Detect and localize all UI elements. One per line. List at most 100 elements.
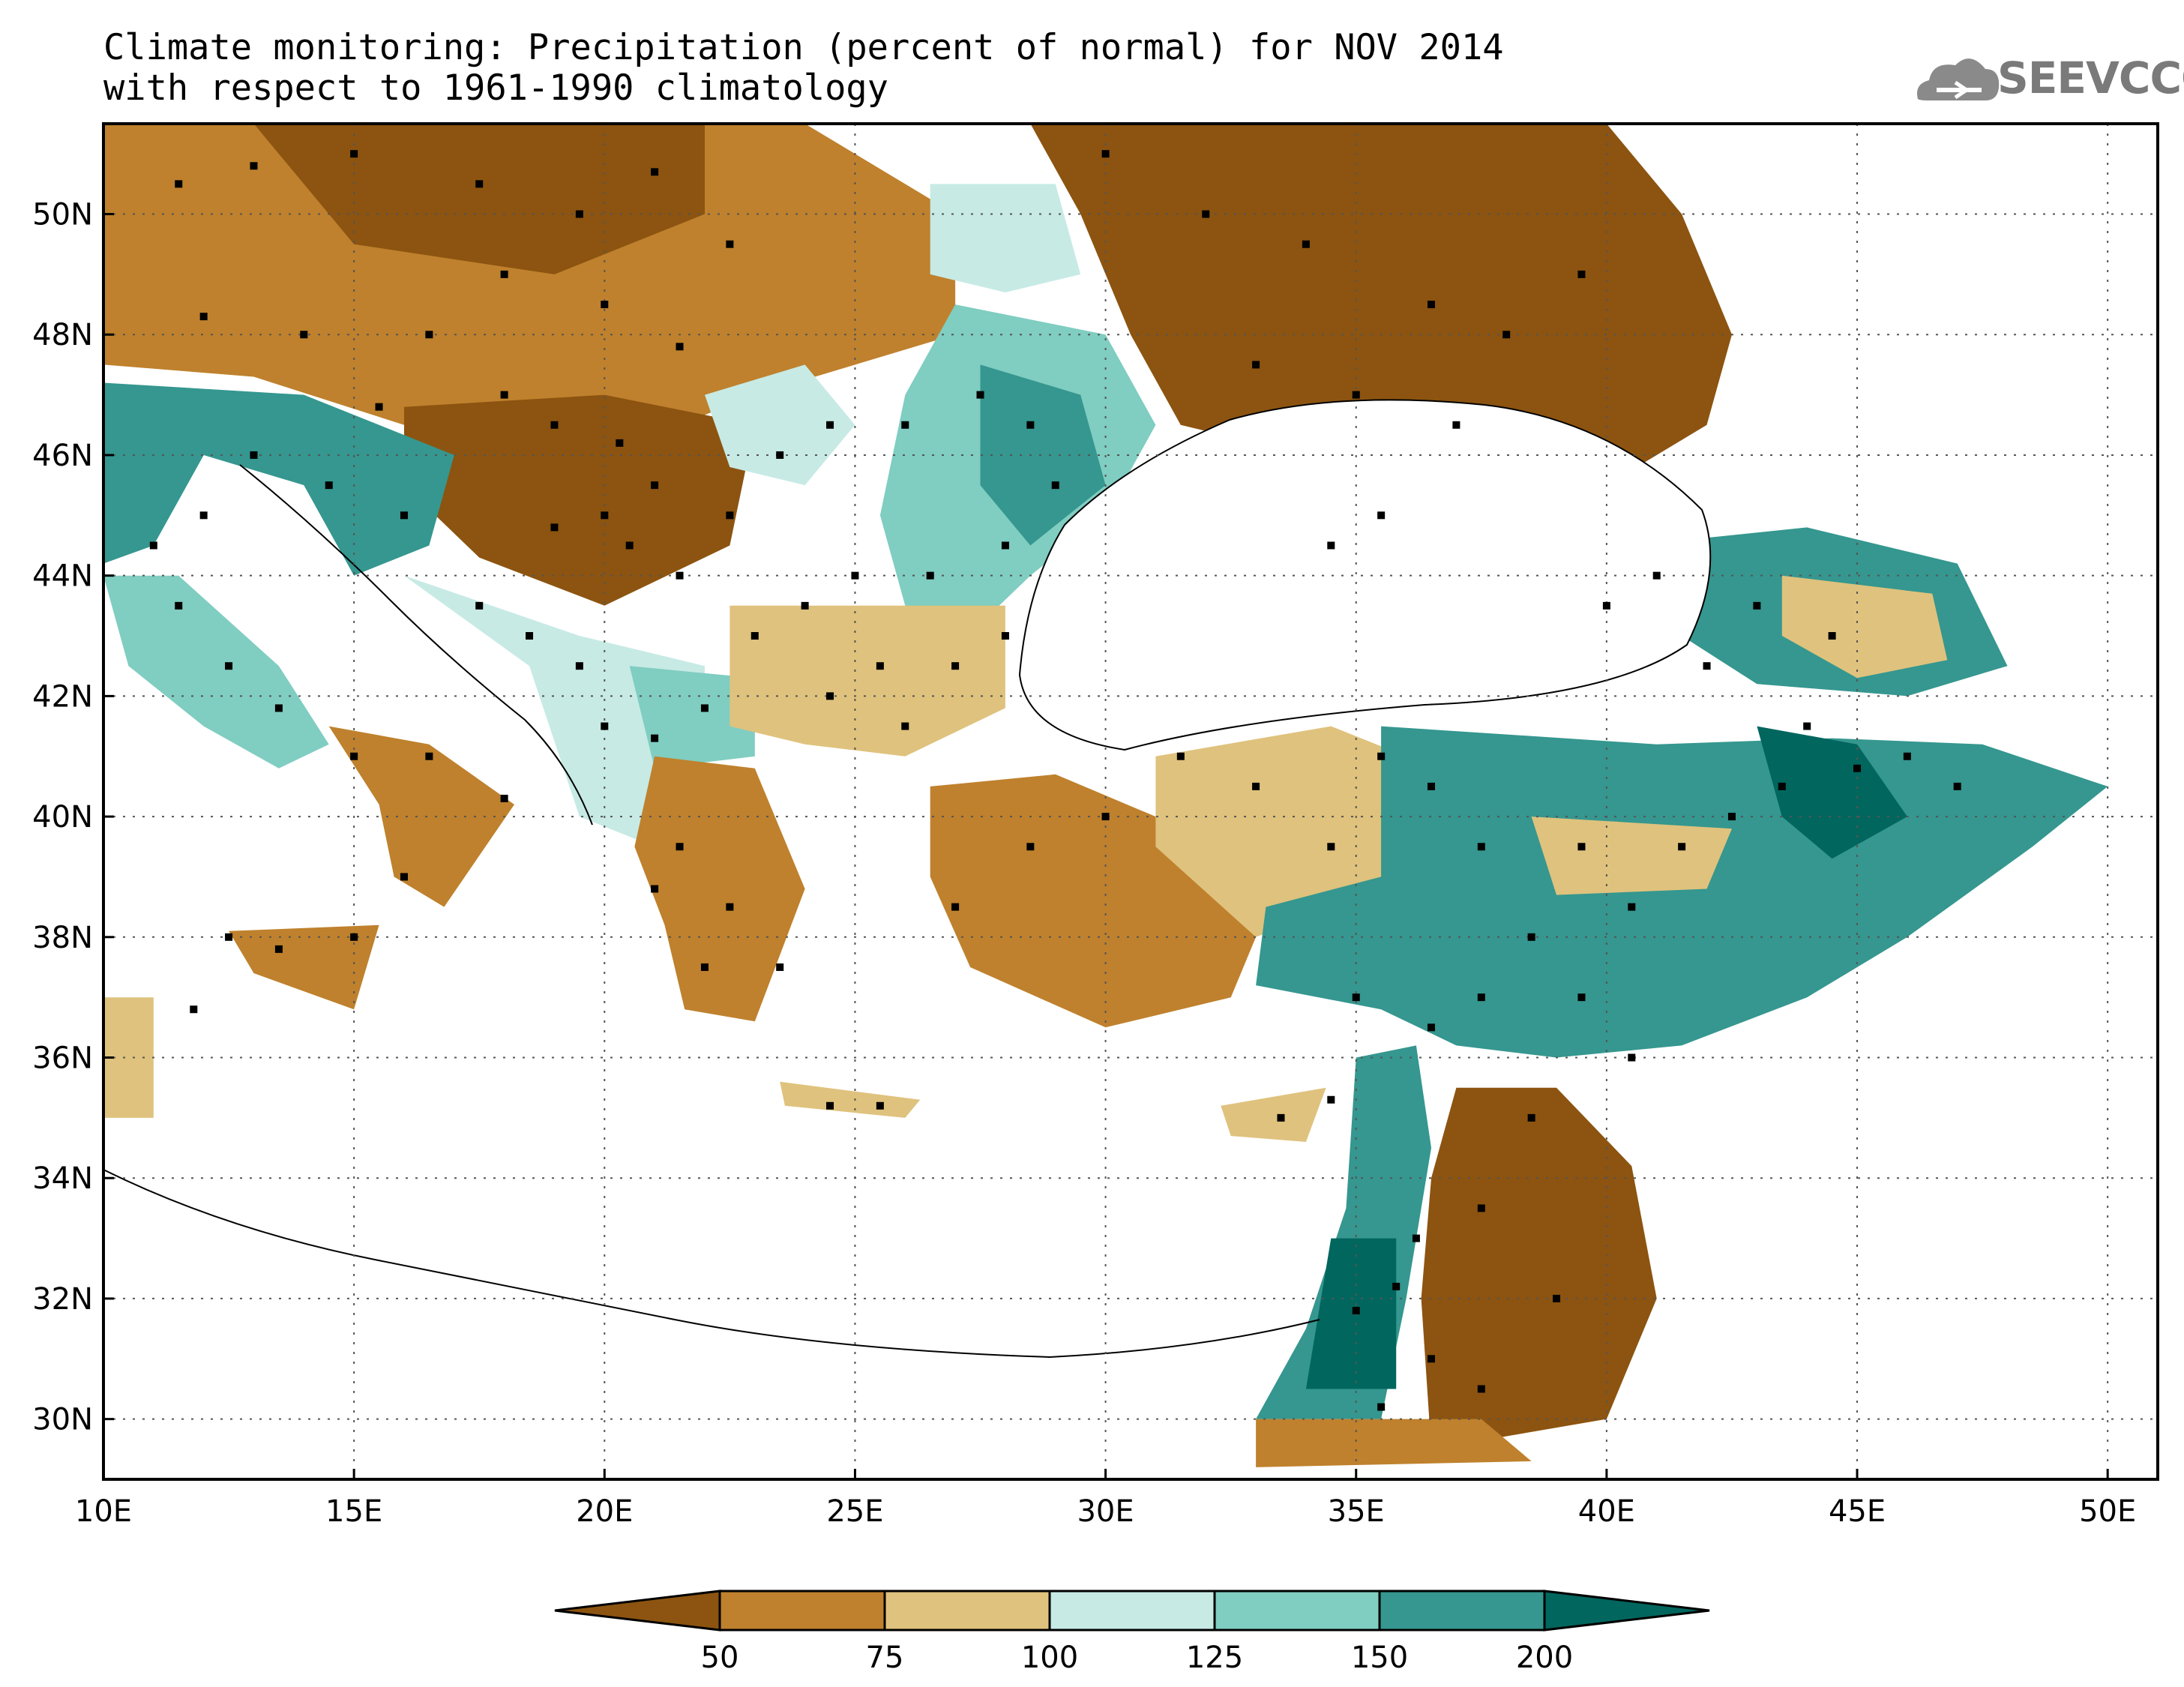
colorbar-high-arrow — [1543, 1590, 1710, 1632]
station-marker — [1527, 1113, 1535, 1122]
y-tick-label: 44N — [32, 559, 93, 594]
station-marker — [425, 752, 433, 760]
station-marker — [826, 692, 834, 700]
station-marker — [676, 571, 684, 580]
region-hungary-serbia-core — [404, 394, 755, 606]
station-marker — [475, 601, 484, 610]
station-marker — [1026, 843, 1035, 851]
station-marker — [726, 240, 734, 248]
station-marker — [1828, 632, 1836, 640]
station-marker — [851, 571, 859, 580]
station-marker — [1202, 210, 1210, 218]
station-marker — [1778, 782, 1786, 790]
region-sinai-dry — [1256, 1419, 1532, 1467]
region-central-europe — [103, 124, 956, 455]
station-marker — [550, 523, 559, 532]
station-marker — [651, 481, 659, 490]
station-marker — [550, 421, 559, 429]
region-sicily-dry — [229, 924, 379, 1010]
logo-text: SEEVCCC — [1997, 52, 2184, 103]
station-marker — [951, 662, 960, 670]
y-tick-label: 30N — [32, 1403, 93, 1437]
x-tick-label: 20E — [576, 1494, 633, 1529]
station-marker — [651, 168, 659, 176]
region-crete-dry — [780, 1081, 921, 1118]
station-marker — [1853, 764, 1862, 772]
station-marker — [951, 903, 960, 911]
region-north-macedonia-wet — [629, 666, 755, 769]
colorbar-label: 100 — [1021, 1641, 1078, 1675]
y-tick-label: 34N — [32, 1161, 93, 1196]
station-marker — [1477, 993, 1485, 1002]
station-marker — [1377, 511, 1386, 520]
x-tick-label: 45E — [1829, 1494, 1886, 1529]
station-marker — [1377, 752, 1386, 760]
station-marker — [475, 180, 484, 188]
region-balkans-coast-wet — [404, 575, 705, 847]
station-marker — [350, 752, 358, 760]
region-south-italy-dry — [328, 726, 514, 907]
station-marker — [1452, 421, 1460, 429]
region-western-turkey-dry — [930, 774, 1257, 1028]
station-marker — [300, 331, 308, 339]
station-marker — [1477, 843, 1485, 851]
station-marker — [250, 162, 258, 170]
station-marker — [1101, 150, 1110, 158]
region-north-italy-wet — [103, 382, 454, 576]
colorbar-swatch — [718, 1590, 886, 1632]
station-marker — [500, 270, 508, 278]
adriatic-coast — [239, 464, 593, 826]
station-marker — [1803, 722, 1811, 730]
station-marker — [876, 662, 884, 670]
map-title-line-2: with respect to 1961-1990 climatology — [103, 67, 888, 109]
station-marker — [526, 632, 534, 640]
station-marker — [601, 301, 609, 309]
station-marker — [1628, 1053, 1636, 1062]
station-marker — [149, 541, 157, 550]
x-axis: 10E 15E 20E 25E 30E 35E 40E 45E 50E — [75, 1469, 2136, 1529]
region-ukraine-russia-dry — [1030, 124, 1732, 516]
station-marker — [1527, 933, 1535, 941]
x-tick-label: 25E — [826, 1494, 883, 1529]
station-marker — [425, 331, 433, 339]
region-poland-north — [253, 124, 705, 274]
station-marker — [1477, 1385, 1485, 1393]
station-marker — [700, 704, 709, 712]
station-marker — [1327, 541, 1335, 550]
station-marker — [274, 704, 283, 712]
gridlines — [103, 124, 2158, 1479]
region-tunisia-tan — [103, 997, 154, 1118]
station-marker — [726, 903, 734, 911]
station-marker — [1277, 1113, 1285, 1122]
y-tick-label: 48N — [32, 318, 93, 352]
region-levant-core — [1305, 1238, 1397, 1389]
station-marker — [1602, 601, 1610, 610]
colorbar-label: 150 — [1351, 1641, 1408, 1675]
station-marker — [1903, 752, 1911, 760]
station-marker — [1252, 361, 1260, 369]
station-marker — [250, 451, 258, 459]
station-marker — [1427, 1023, 1435, 1032]
station-marker — [175, 601, 183, 610]
station-marker — [1577, 993, 1586, 1002]
colorbar-swatch — [1048, 1590, 1216, 1632]
station-marker — [350, 150, 358, 158]
station-marker — [616, 439, 624, 447]
station-marker — [1427, 1355, 1435, 1363]
station-marker — [926, 571, 934, 580]
coastline-layer — [103, 399, 1712, 1359]
station-marker — [500, 391, 508, 399]
station-marker — [1652, 571, 1661, 580]
station-marker — [1412, 1234, 1420, 1242]
x-tick-label: 35E — [1328, 1494, 1385, 1529]
station-marker — [1101, 813, 1110, 821]
station-marker — [575, 662, 583, 670]
station-marker — [1392, 1282, 1401, 1290]
cloud-icon — [1917, 58, 2000, 100]
station-marker — [575, 210, 583, 218]
station-marker — [1427, 782, 1435, 790]
station-marker — [1001, 541, 1009, 550]
region-romania-west-wet — [705, 364, 855, 486]
x-tick-label: 30E — [1077, 1494, 1134, 1529]
station-marker — [826, 1101, 834, 1110]
